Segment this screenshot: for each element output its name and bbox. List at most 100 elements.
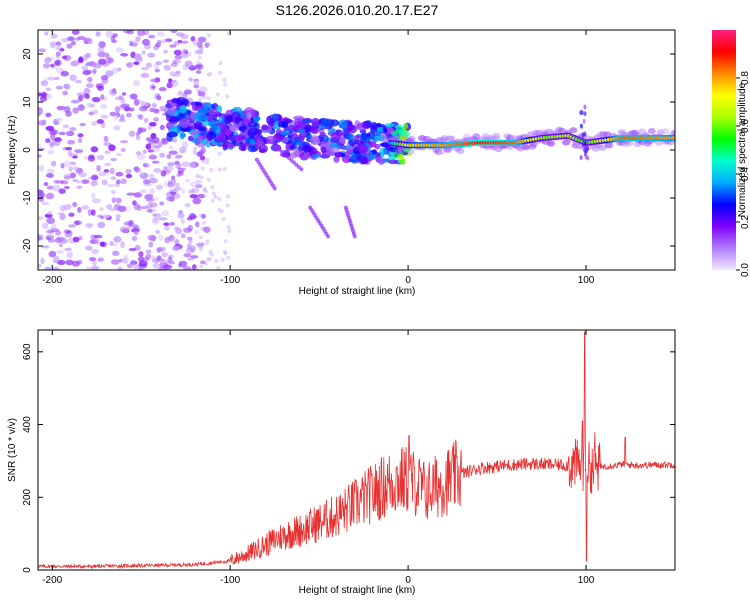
spectrogram-cell <box>437 148 446 155</box>
spectrogram-cell <box>226 225 231 230</box>
spectrogram-cell <box>169 221 175 226</box>
spectrogram-cell <box>192 149 197 154</box>
spectrogram-cell <box>254 135 263 142</box>
spectrogram-cell <box>105 70 114 77</box>
spectrogram-cell <box>299 167 304 172</box>
spectrogram-cell <box>277 135 285 141</box>
spectrogram-y-tick-label: -20 <box>22 238 33 253</box>
spectrogram-cell <box>196 194 205 199</box>
spectrogram-cell <box>209 252 214 257</box>
spectrogram-cell <box>286 124 296 130</box>
spectrogram-cell <box>125 174 133 179</box>
spectrogram-cell <box>104 162 112 166</box>
spectrogram-cell <box>87 156 96 162</box>
spectrogram-cell <box>148 241 154 248</box>
spectrogram-cell <box>377 157 385 165</box>
spectrogram-cell <box>168 116 180 124</box>
spectrogram-cell <box>193 267 198 270</box>
spectrogram-cell <box>147 201 153 206</box>
spectrogram-cell <box>281 131 290 136</box>
spectrogram-cell <box>84 69 93 74</box>
spectrogram-cell <box>50 129 59 135</box>
spectrogram-cell <box>568 127 577 134</box>
spectrogram-cell <box>68 166 73 172</box>
spectrogram-cell <box>174 160 180 165</box>
spectrogram-cell <box>661 128 670 135</box>
spectrogram-cell <box>152 262 161 269</box>
spectrogram-cell <box>126 30 135 35</box>
spectrogram-cell <box>49 41 58 47</box>
spectrogram-cell <box>156 247 161 253</box>
spectrogram-cell <box>216 266 221 270</box>
spectrogram-cell <box>234 116 240 125</box>
spectrogram-cell <box>124 106 131 112</box>
spectrogram-cell <box>115 152 123 156</box>
spectrogram-cell <box>301 145 313 153</box>
spectrogram-cell <box>99 207 105 211</box>
spectrogram-cell <box>201 159 206 164</box>
spectrogram-cell <box>456 148 465 155</box>
spectrogram-cell <box>206 72 211 77</box>
spectrogram-cell <box>85 83 94 89</box>
spectrogram-cell <box>105 30 113 38</box>
spectrogram-cell <box>169 260 175 265</box>
spectrogram-cell <box>164 236 171 244</box>
spectrogram-cell <box>120 52 129 57</box>
spectrogram-cell <box>334 152 342 158</box>
spectrogram-cell <box>272 186 277 191</box>
snr-y-tick-label: 0 <box>22 567 33 573</box>
spectrogram-cell <box>174 54 183 60</box>
spectrogram-cell <box>136 113 142 118</box>
spectrogram-cell <box>118 118 126 123</box>
spectrogram-cell <box>201 220 206 225</box>
spectrogram-cell <box>139 172 144 177</box>
spectrogram-cell <box>579 155 583 161</box>
spectrogram-cell <box>77 133 84 138</box>
spectrogram-cell <box>159 124 165 131</box>
spectrogram-cell <box>183 253 192 258</box>
spectrogram-cell <box>44 57 52 64</box>
spectrogram-cell <box>76 185 83 189</box>
spectrogram-cell <box>138 260 148 267</box>
spectrogram-cell <box>91 120 98 127</box>
snr-x-axis-label: Height of straight line (km) <box>299 585 416 596</box>
spectrogram-cell <box>142 105 148 110</box>
spectrogram-cell <box>175 32 185 37</box>
spectrogram-cell <box>47 76 56 81</box>
spectrogram-cell <box>66 251 73 259</box>
spectrogram-cell <box>58 131 66 136</box>
spectrogram-cell <box>125 61 134 68</box>
spectrogram-cell <box>84 40 89 45</box>
spectrogram-cell <box>248 121 258 128</box>
spectrogram-cell <box>68 212 75 217</box>
spectrogram-cell <box>154 77 161 83</box>
spectrogram-cell <box>98 58 107 65</box>
figure-title: S126.2026.010.20.17.E27 <box>276 2 439 18</box>
spectrogram-cell <box>167 107 177 115</box>
spectrogram-cell <box>128 247 137 252</box>
spectrogram-cell <box>402 122 409 130</box>
spectrogram-cell <box>137 266 143 270</box>
spectrogram-cell <box>56 236 66 242</box>
spectrogram-cell <box>139 172 149 179</box>
spectrogram-cell <box>179 146 187 154</box>
spectrogram-cell <box>60 37 70 43</box>
spectrogram-cell <box>72 155 78 159</box>
spectrogram-cell <box>166 154 172 159</box>
spectrogram-cell <box>92 68 97 75</box>
spectrogram-cell <box>147 234 157 241</box>
spectrogram-cell <box>162 59 170 63</box>
spectrogram-cell <box>49 141 54 149</box>
spectrogram-cell <box>199 86 208 93</box>
spectrogram-cell <box>112 250 120 256</box>
spectrogram-cell <box>579 123 583 129</box>
spectrogram-cell <box>38 164 45 172</box>
spectrogram-cell <box>56 259 66 266</box>
spectrogram-cell <box>197 143 202 148</box>
snr-x-tick-label: 0 <box>405 575 411 586</box>
spectrogram-cell <box>193 84 200 89</box>
spectrogram-cell <box>65 110 72 117</box>
spectrogram-cell <box>120 148 127 152</box>
spectrogram-cell <box>160 39 167 44</box>
